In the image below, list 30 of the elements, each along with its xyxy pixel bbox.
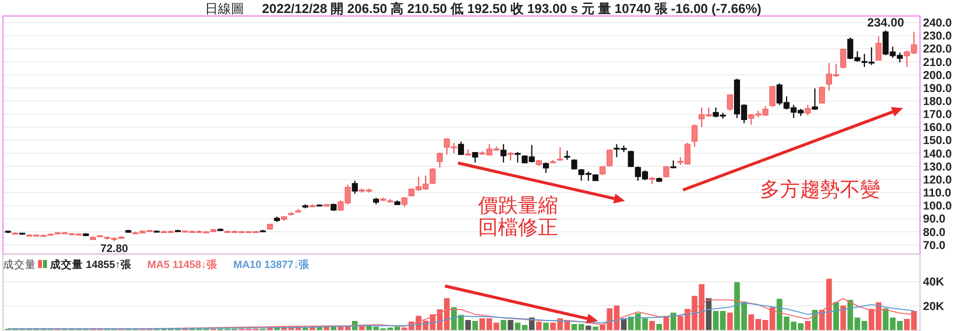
- y-tick-label: 130.0: [923, 161, 952, 174]
- y-tick-label: 150.0: [923, 135, 952, 148]
- y-tick-label: 170.0: [923, 109, 952, 122]
- annotation: 多方趨勢不變: [760, 178, 880, 201]
- chart-subtitle: 2022/12/28 開 206.50 高 210.50 低 192.50 收 193.00 s 元 量 10740 張 -16.00 (-7.66%): [262, 1, 762, 16]
- annotation: 72.80: [100, 243, 128, 256]
- y-tick-label: 200.0: [923, 70, 952, 82]
- y-tick-label: 180.0: [923, 96, 952, 108]
- annotation: 價跌量縮回檔修正: [478, 195, 558, 239]
- text: MA5 11458↓張: [147, 259, 218, 271]
- y-tick-label: 110.0: [923, 188, 952, 200]
- y-tick-label: 100.0: [923, 200, 952, 213]
- text: 成交量: [3, 258, 36, 271]
- y-tick-label: 210.0: [923, 56, 952, 69]
- y-tick-label: 90.0: [923, 214, 946, 226]
- y-tick-label: 40K: [923, 276, 945, 289]
- y-tick-label: 140.0: [923, 148, 952, 160]
- legend-label: 成交量 14855↑張: [49, 258, 132, 271]
- chart-title: 日線圖: [205, 1, 244, 16]
- text: MA10 13877↓張: [233, 259, 311, 271]
- y-tick-label: 20K: [923, 300, 945, 313]
- y-tick-label: 70.0: [923, 240, 946, 252]
- annotation: 234.00: [867, 15, 904, 30]
- y-tick-label: 220.0: [923, 44, 952, 56]
- y-tick-label: 160.0: [923, 122, 952, 134]
- y-tick-label: 80.0: [923, 226, 946, 239]
- y-tick-label: 240.0: [923, 18, 952, 30]
- y-tick-label: 190.0: [923, 82, 952, 95]
- y-tick-label: 230.0: [923, 30, 952, 43]
- y-tick-label: 120.0: [923, 174, 952, 186]
